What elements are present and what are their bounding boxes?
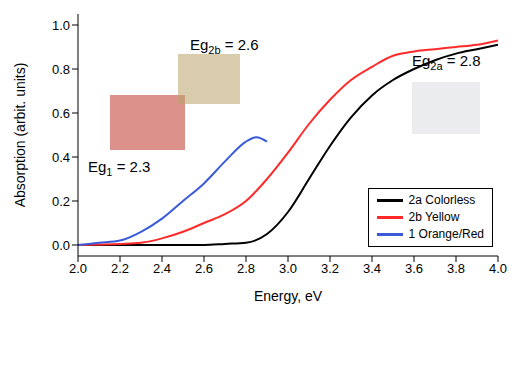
svg-text:2.6: 2.6: [195, 261, 213, 276]
html-text:Eg2b= 2.6: Eg2b= 2.6: [190, 36, 259, 56]
svg-text:3.4: 3.4: [363, 261, 381, 276]
svg-text:0.8: 0.8: [52, 62, 70, 77]
svg-text:2.4: 2.4: [153, 261, 171, 276]
svg-text:3.2: 3.2: [321, 261, 339, 276]
svg-text:4.0: 4.0: [489, 261, 507, 276]
html-text:Eg1= 2.3: Eg1= 2.3: [88, 158, 151, 178]
html-text:2a Colorless: 2a Colorless: [408, 193, 476, 207]
html-text:Eg2a= 2.8: Eg2a= 2.8: [412, 52, 481, 72]
html-text:1 Orange/Red: 1 Orange/Red: [408, 227, 484, 241]
svg-text:Absorption (arbit. units): Absorption (arbit. units): [12, 63, 28, 208]
svg-text:2.2: 2.2: [111, 261, 129, 276]
svg-text:0.6: 0.6: [52, 106, 70, 121]
svg-text:Energy, eV: Energy, eV: [254, 288, 323, 304]
svg-text:0.0: 0.0: [52, 238, 70, 253]
svg-text:2.8: 2.8: [237, 261, 255, 276]
svg-text:0.2: 0.2: [52, 194, 70, 209]
svg-text:3.6: 3.6: [405, 261, 423, 276]
svg-text:1.0: 1.0: [52, 18, 70, 33]
svg-text:0.4: 0.4: [52, 150, 70, 165]
svg-text:3.8: 3.8: [447, 261, 465, 276]
svg-text:2.0: 2.0: [69, 261, 87, 276]
html-text:2b Yellow: 2b Yellow: [408, 210, 460, 224]
svg-text:3.0: 3.0: [279, 261, 297, 276]
